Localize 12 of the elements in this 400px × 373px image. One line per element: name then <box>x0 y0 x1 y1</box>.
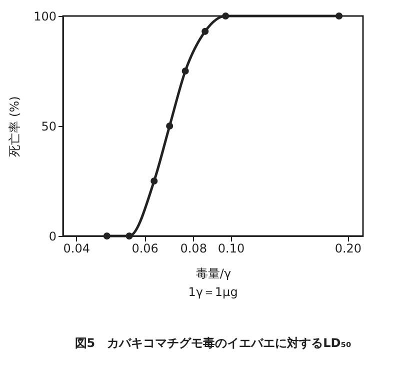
y-axis-title: 死亡率 (%) <box>8 96 22 157</box>
x-axis-title: 毒量/γ <box>196 266 232 280</box>
x-tick-label: 0.06 <box>132 242 158 256</box>
x-tick-label: 0.10 <box>218 242 245 256</box>
text: 1γ＝1μg <box>188 285 238 299</box>
y-tick-label: 0 <box>48 230 56 244</box>
x-tick-label: 0.04 <box>63 242 90 256</box>
y-tick-label: 50 <box>41 120 56 134</box>
x-tick-label: 0.08 <box>180 242 207 256</box>
text: 図5 カバキコマチグモ毒のイエバエに対するLD₅₀ <box>74 336 352 350</box>
x-tick-label: 0.20 <box>334 242 362 256</box>
y-tick-label: 100 <box>34 10 56 24</box>
